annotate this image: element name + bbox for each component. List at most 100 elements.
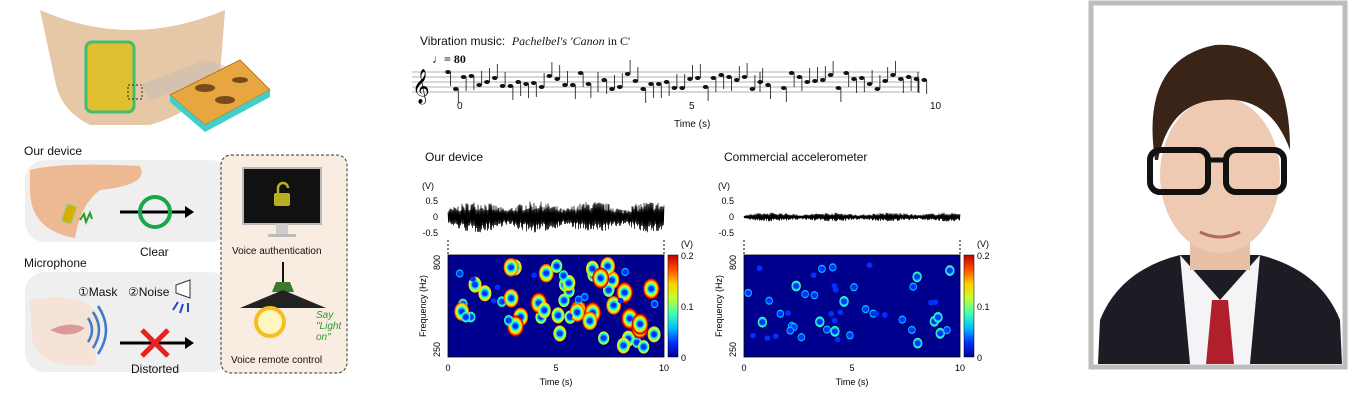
mask-label: ①Mask	[78, 285, 118, 299]
spectrogram-blob	[560, 272, 567, 279]
spectrogram-xtick: 5	[849, 363, 854, 373]
note-head	[859, 76, 865, 80]
spectrogram-blob	[946, 267, 953, 274]
note-head	[445, 70, 451, 74]
music-xtick: 0	[457, 101, 463, 112]
note-head	[554, 77, 560, 81]
note-head	[656, 82, 662, 86]
note-head	[609, 87, 615, 91]
note-head	[562, 83, 568, 87]
spectrogram-blob	[621, 289, 628, 296]
colorbar-tick: 0.1	[977, 302, 990, 312]
spectrogram-ylabel: Frequency (Hz)	[714, 275, 724, 337]
tempo-value: = 80	[444, 52, 466, 66]
colorbar	[667, 254, 679, 358]
spectrogram-blob	[910, 283, 917, 290]
sound-wave-icon	[86, 305, 108, 355]
note-head	[453, 87, 459, 91]
spectrogram-blob	[841, 298, 847, 305]
waveform-line	[743, 212, 961, 222]
say-text: Say	[316, 310, 334, 321]
note-head	[546, 74, 553, 78]
spectrogram-blob	[565, 280, 572, 286]
voice-remote-label: Voice remote control	[231, 355, 323, 366]
spectrogram-blob	[581, 294, 588, 300]
note-head	[601, 78, 607, 82]
spectrogram-blob	[772, 333, 779, 340]
spectrogram-blob	[866, 262, 873, 268]
spectrogram-blob	[944, 327, 950, 333]
microphone-label: Microphone	[24, 256, 87, 270]
note-head	[632, 79, 639, 83]
arrow-icon	[185, 206, 194, 218]
note-head	[718, 73, 724, 77]
note-head	[812, 79, 818, 83]
spectrogram-blob	[508, 295, 515, 302]
spectrogram-ytick: 800	[728, 255, 738, 270]
spectrogram-blob	[932, 299, 939, 306]
spectrogram-blob	[937, 330, 944, 337]
spectrogram-ytick: 800	[432, 255, 442, 270]
music-piece-name: Pachelbel's 'Canon	[511, 34, 605, 48]
note-head	[523, 82, 529, 86]
our-device-plot: Our device (V) 0.5 0 -0.5 (V) 0.2 0.1 0 800 250 Fr…	[408, 148, 708, 398]
clear-label: Clear	[140, 245, 169, 259]
spectrogram-blob	[481, 290, 488, 296]
note-head	[515, 80, 521, 84]
spectrogram-blob	[745, 290, 752, 296]
lamp-icon	[272, 282, 294, 292]
note-head	[702, 85, 709, 89]
spectrogram-blob	[756, 265, 763, 272]
note-head	[624, 72, 631, 76]
note-head	[882, 79, 888, 83]
spectrogram-xtick: 0	[445, 363, 450, 373]
note-head	[765, 83, 771, 87]
note-head	[913, 77, 920, 81]
distorted-label: Distorted	[131, 362, 180, 376]
spectrogram-blob	[651, 331, 657, 338]
spectrogram-blob	[605, 287, 612, 293]
note-head	[476, 83, 483, 87]
note-head	[898, 77, 904, 81]
spectrogram-blob	[759, 319, 766, 325]
spectrogram-background	[744, 255, 960, 357]
note-head	[492, 76, 498, 80]
spectrogram-blob	[508, 264, 514, 271]
note-head	[499, 84, 506, 88]
music-xlabel: Time (s)	[674, 119, 711, 130]
spectrogram-ylabel: Frequency (Hz)	[418, 275, 428, 337]
spectrogram-blob	[462, 314, 469, 320]
tie-icon	[1206, 300, 1234, 364]
spectrogram-xlabel: Time (s)	[540, 377, 573, 387]
spectrogram-blob	[617, 297, 624, 304]
note-head	[640, 87, 646, 91]
spectrogram-blob	[832, 287, 839, 293]
spectrogram-blob	[589, 265, 596, 272]
patch-icon	[84, 40, 136, 114]
spectrogram-blob	[834, 336, 841, 343]
colorbar-tick: 0.1	[681, 302, 694, 312]
note-head	[531, 81, 537, 85]
unlock-icon	[274, 193, 290, 206]
colorbar-label: (V)	[977, 239, 989, 249]
note-head	[484, 80, 490, 84]
note-head	[890, 73, 896, 77]
note-head	[757, 80, 763, 84]
spectrogram-xlabel: Time (s)	[836, 377, 869, 387]
spectrogram-blob	[828, 310, 835, 317]
note-head	[843, 71, 849, 75]
note-head	[577, 71, 584, 75]
spectrogram-blob	[764, 335, 771, 341]
spectrogram-blob	[543, 270, 550, 276]
spectrogram-blob	[574, 309, 581, 316]
spectrogram-blob	[811, 292, 818, 298]
note-head	[866, 82, 873, 86]
colorbar-tick: 0	[977, 353, 982, 363]
note-head	[741, 75, 748, 79]
note-head	[671, 86, 678, 90]
patch-icon	[61, 203, 77, 225]
spectrogram-blob	[626, 315, 633, 322]
spectrogram-blob	[586, 318, 593, 324]
colorbar-tick: 0.2	[681, 251, 694, 261]
